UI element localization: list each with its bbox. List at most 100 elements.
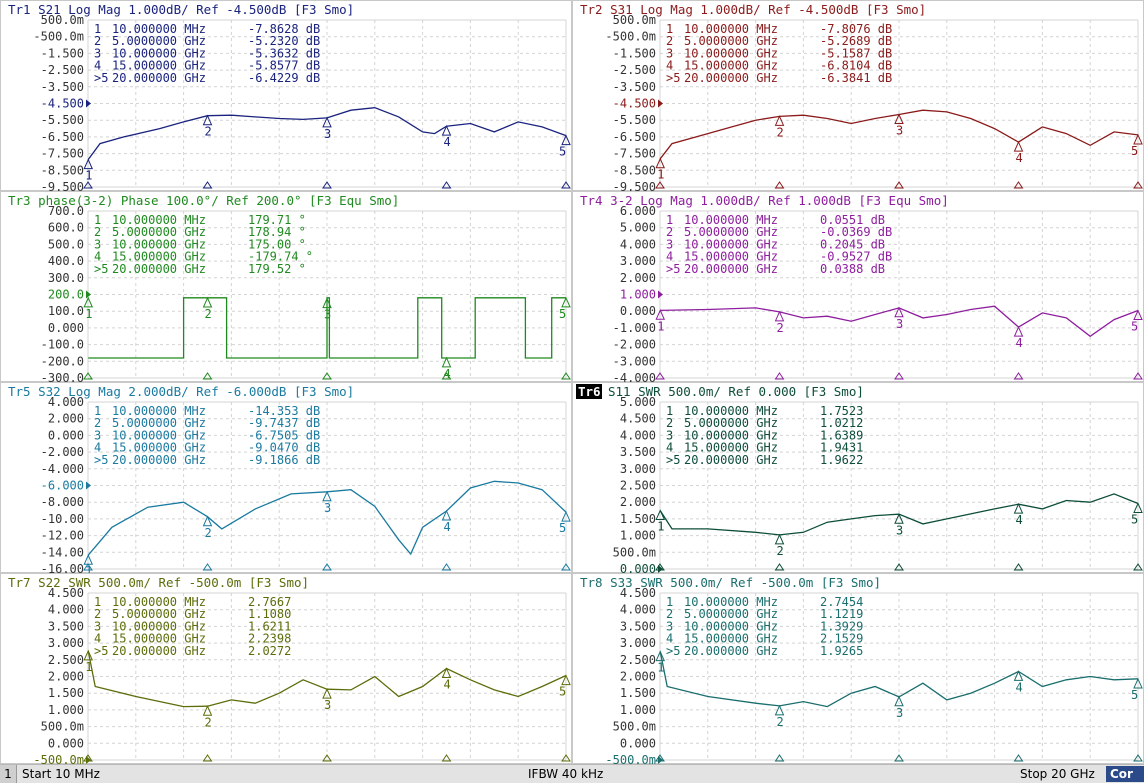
active-trace-badge bbox=[576, 384, 602, 399]
marker-table-number: 2 bbox=[666, 607, 673, 621]
trace-title[interactable]: Tr8 S33 SWR 500.0m/ Ref -500.0m [F3 Smo] bbox=[580, 575, 881, 590]
trace-title[interactable]: Tr1 S21 Log Mag 1.000dB/ Ref -4.500dB [F… bbox=[8, 2, 354, 17]
marker-2-symbol[interactable] bbox=[774, 115, 785, 126]
marker-table-frequency: 10.000000 GHz bbox=[112, 46, 206, 60]
y-tick-label: 0.000 bbox=[48, 321, 84, 335]
marker-table-value: 1.7523 bbox=[820, 404, 863, 418]
marker-table-value: 179.52 ° bbox=[248, 262, 306, 276]
marker-1-symbol[interactable] bbox=[83, 554, 94, 565]
trace-pane-tr8[interactable]: Tr8 S33 SWR 500.0m/ Ref -500.0m [F3 Smo]… bbox=[572, 573, 1144, 764]
channel-indicator[interactable]: 1 bbox=[0, 765, 17, 783]
marker-1-symbol[interactable] bbox=[83, 158, 94, 170]
marker-2-symbol[interactable] bbox=[774, 310, 785, 322]
marker-5-symbol[interactable] bbox=[1133, 309, 1143, 321]
reference-level-arrow[interactable] bbox=[86, 99, 91, 108]
y-tick-label: -10.00 bbox=[41, 512, 84, 526]
marker-stimulus-tick bbox=[894, 181, 904, 189]
marker-1-symbol[interactable] bbox=[655, 650, 666, 662]
trace-title[interactable]: S11 SWR 500.0m/ Ref 0.000 [F3 Smo] bbox=[608, 384, 864, 399]
trace-pane-tr7[interactable]: Tr7 S22 SWR 500.0m/ Ref -500.0m [F3 Smo]… bbox=[0, 573, 572, 764]
reference-level-arrow[interactable] bbox=[658, 290, 663, 299]
marker-5-symbol[interactable] bbox=[1133, 133, 1143, 145]
trace-pane-tr1[interactable]: Tr1 S21 Log Mag 1.000dB/ Ref -4.500dB [F… bbox=[0, 0, 572, 191]
marker-1-symbol[interactable] bbox=[655, 157, 666, 169]
marker-1-symbol[interactable] bbox=[655, 309, 666, 320]
reference-level-arrow[interactable] bbox=[658, 99, 663, 108]
marker-1-symbol[interactable] bbox=[655, 509, 666, 520]
marker-table-frequency: 15.000000 GHz bbox=[684, 59, 778, 73]
marker-4-symbol[interactable] bbox=[1013, 325, 1024, 337]
marker-1-symbol[interactable] bbox=[83, 649, 94, 661]
y-tick-label: 1.000 bbox=[48, 703, 84, 717]
marker-2-symbol[interactable] bbox=[202, 114, 213, 126]
y-tick-label: -500.0m bbox=[605, 30, 656, 44]
reference-level-arrow[interactable] bbox=[86, 481, 91, 490]
y-tick-label: 4.000 bbox=[620, 603, 656, 617]
marker-table-number: >5 bbox=[666, 453, 680, 467]
marker-2-symbol[interactable] bbox=[202, 515, 213, 527]
y-tick-label: -2.000 bbox=[613, 338, 656, 352]
marker-3-symbol[interactable] bbox=[322, 297, 332, 309]
marker-table-value: -6.8104 dB bbox=[820, 59, 892, 73]
marker-5-symbol[interactable] bbox=[1133, 677, 1143, 689]
marker-stimulus-tick bbox=[441, 372, 452, 380]
marker-3-label: 3 bbox=[896, 317, 903, 331]
trace-pane-tr3[interactable]: Tr3 phase(3-2) Phase 100.0°/ Ref 200.0° … bbox=[0, 191, 572, 382]
marker-4-symbol[interactable] bbox=[441, 509, 452, 521]
y-tick-label: -2.000 bbox=[41, 445, 84, 459]
marker-3-symbol[interactable] bbox=[322, 116, 332, 128]
marker-table-frequency: 15.000000 GHz bbox=[684, 632, 778, 646]
correction-indicator[interactable]: Cor bbox=[1106, 766, 1144, 782]
marker-5-symbol[interactable] bbox=[561, 674, 571, 686]
reference-level-arrow[interactable] bbox=[658, 756, 663, 764]
marker-5-symbol[interactable] bbox=[561, 134, 571, 146]
trace-title[interactable]: Tr2 S31 Log Mag 1.000dB/ Ref -4.500dB [F… bbox=[580, 2, 926, 17]
y-tick-label: 2.000 bbox=[48, 670, 84, 684]
trace-title[interactable]: Tr4 3-2 Log Mag 1.000dB/ Ref 1.000dB [F3… bbox=[580, 193, 949, 208]
y-tick-label: 400.0 bbox=[48, 254, 84, 268]
trace-title[interactable]: Tr7 S22 SWR 500.0m/ Ref -500.0m [F3 Smo] bbox=[8, 575, 309, 590]
reference-level-arrow[interactable] bbox=[86, 756, 91, 764]
marker-table-value: 2.1529 bbox=[820, 632, 863, 646]
marker-5-symbol[interactable] bbox=[1133, 502, 1143, 513]
trace-title[interactable]: Tr5 S32 Log Mag 2.000dB/ Ref -6.000dB [F… bbox=[8, 384, 354, 399]
marker-3-symbol[interactable] bbox=[894, 695, 904, 707]
marker-2-symbol[interactable] bbox=[774, 704, 785, 716]
marker-2-symbol[interactable] bbox=[202, 705, 213, 716]
marker-3-symbol[interactable] bbox=[322, 490, 332, 502]
status-bar: 1 Start 10 MHz IFBW 40 kHz Stop 20 GHz C… bbox=[0, 764, 1144, 783]
y-tick-label: 2.000 bbox=[48, 412, 84, 426]
start-frequency[interactable]: Start 10 MHz bbox=[22, 767, 100, 781]
marker-2-label: 2 bbox=[205, 526, 212, 540]
marker-4-symbol[interactable] bbox=[441, 124, 452, 136]
reference-level-arrow[interactable] bbox=[86, 290, 91, 299]
trace-plot: Tr4 3-2 Log Mag 1.000dB/ Ref 1.000dB [F3… bbox=[572, 191, 1144, 382]
trace-plot: Tr7 S22 SWR 500.0m/ Ref -500.0m [F3 Smo]… bbox=[0, 573, 572, 764]
marker-4-symbol[interactable] bbox=[1013, 670, 1024, 681]
marker-4-symbol[interactable] bbox=[441, 667, 452, 678]
trace-pane-tr2[interactable]: Tr2 S31 Log Mag 1.000dB/ Ref -4.500dB [F… bbox=[572, 0, 1144, 191]
trace-pane-tr5[interactable]: Tr5 S32 Log Mag 2.000dB/ Ref -6.000dB [F… bbox=[0, 382, 572, 573]
active-trace-id: Tr6 bbox=[578, 384, 601, 399]
marker-5-symbol[interactable] bbox=[561, 510, 571, 522]
marker-3-symbol[interactable] bbox=[894, 306, 904, 318]
trace-title[interactable]: Tr3 phase(3-2) Phase 100.0°/ Ref 200.0° … bbox=[8, 193, 399, 208]
trace-pane-tr4[interactable]: Tr4 3-2 Log Mag 1.000dB/ Ref 1.000dB [F3… bbox=[572, 191, 1144, 382]
marker-stimulus-tick bbox=[561, 372, 571, 380]
ifbw-setting[interactable]: IFBW 40 kHz bbox=[528, 767, 604, 781]
marker-2-symbol[interactable] bbox=[202, 296, 213, 308]
marker-1-symbol[interactable] bbox=[83, 296, 94, 308]
trace-pane-tr6[interactable]: S11 SWR 500.0m/ Ref 0.000 [F3 Smo] Tr6 5.0… bbox=[572, 382, 1144, 573]
marker-4-symbol[interactable] bbox=[441, 356, 452, 368]
marker-3-symbol[interactable] bbox=[322, 687, 332, 699]
marker-3-symbol[interactable] bbox=[894, 113, 904, 124]
marker-2-symbol[interactable] bbox=[774, 533, 785, 545]
marker-4-symbol[interactable] bbox=[1013, 140, 1024, 152]
trace-plot: Tr8 S33 SWR 500.0m/ Ref -500.0m [F3 Smo]… bbox=[572, 573, 1144, 764]
marker-4-symbol[interactable] bbox=[1013, 502, 1024, 514]
marker-3-symbol[interactable] bbox=[894, 513, 904, 524]
marker-5-symbol[interactable] bbox=[561, 296, 571, 308]
marker-table-value: -6.4229 dB bbox=[248, 71, 320, 85]
reference-level-arrow[interactable] bbox=[658, 565, 663, 573]
stop-frequency[interactable]: Stop 20 GHz bbox=[1020, 767, 1095, 781]
